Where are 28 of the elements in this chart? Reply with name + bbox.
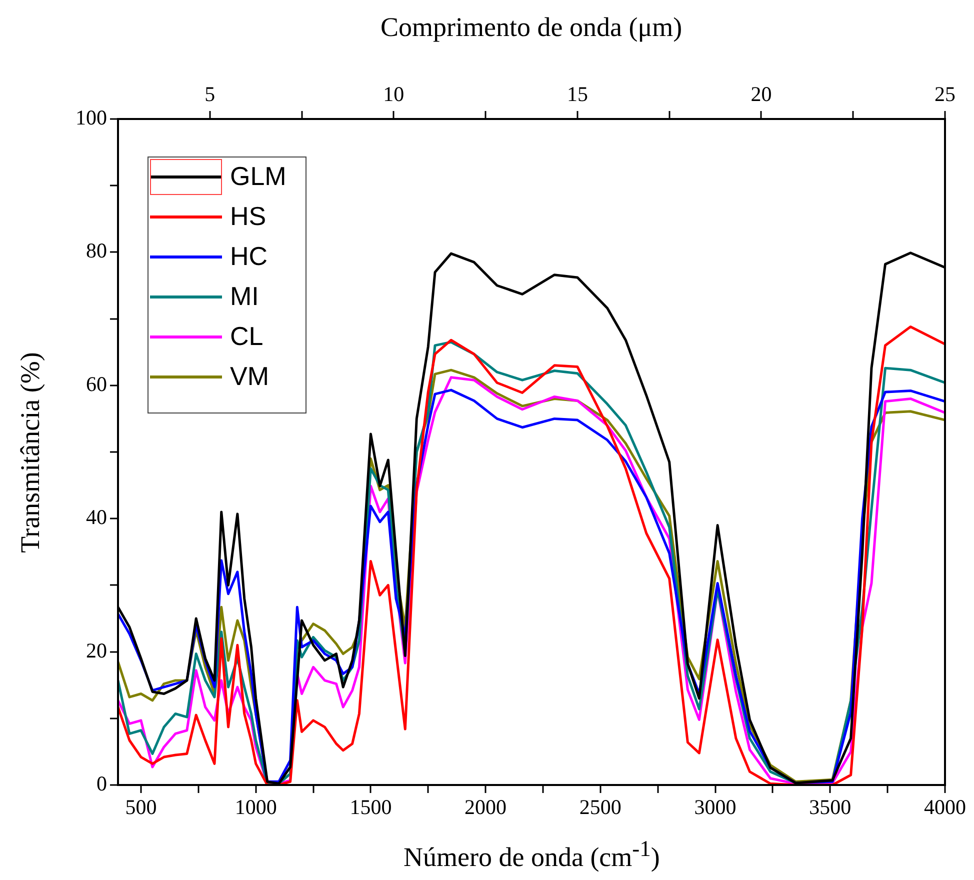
- x-tick-label: 3000: [694, 795, 736, 820]
- x2-tick-label: 5: [204, 82, 216, 106]
- x-tick-label: 500: [125, 795, 157, 820]
- x-tick-label: 2500: [579, 795, 622, 820]
- x-tick-label: 1000: [234, 795, 277, 820]
- legend-label: HS: [230, 201, 266, 232]
- legend-label: HC: [230, 241, 268, 272]
- legend-label: MI: [230, 281, 259, 312]
- y-tick-label: 0: [96, 772, 107, 796]
- legend-label: GLM: [230, 161, 286, 192]
- y-axis-title: Transmitância (%): [14, 352, 46, 552]
- x2-tick-label: 15: [566, 82, 588, 106]
- legend-label: CL: [230, 321, 264, 352]
- y-tick-label: 40: [86, 505, 107, 530]
- x-tick-label: 4000: [924, 795, 966, 820]
- y-tick-label: 20: [86, 638, 107, 662]
- y-tick-label: 100: [76, 106, 107, 130]
- x2-tick-label: 25: [934, 82, 956, 106]
- x-tick-label: 3500: [809, 795, 852, 820]
- y-tick-label: 60: [86, 372, 107, 396]
- legend-label: VM: [230, 361, 269, 392]
- x2-axis-title: Comprimento de onda (μm): [380, 12, 682, 43]
- x2-tick-label: 20: [750, 82, 772, 106]
- x-axis-title: Número de onda (cm$^{-1}$): [404, 836, 660, 873]
- x-tick-label: 1500: [350, 795, 392, 820]
- x-tick-label: 2000: [464, 795, 507, 820]
- y-tick-label: 80: [86, 238, 107, 263]
- x2-tick-label: 10: [383, 82, 404, 106]
